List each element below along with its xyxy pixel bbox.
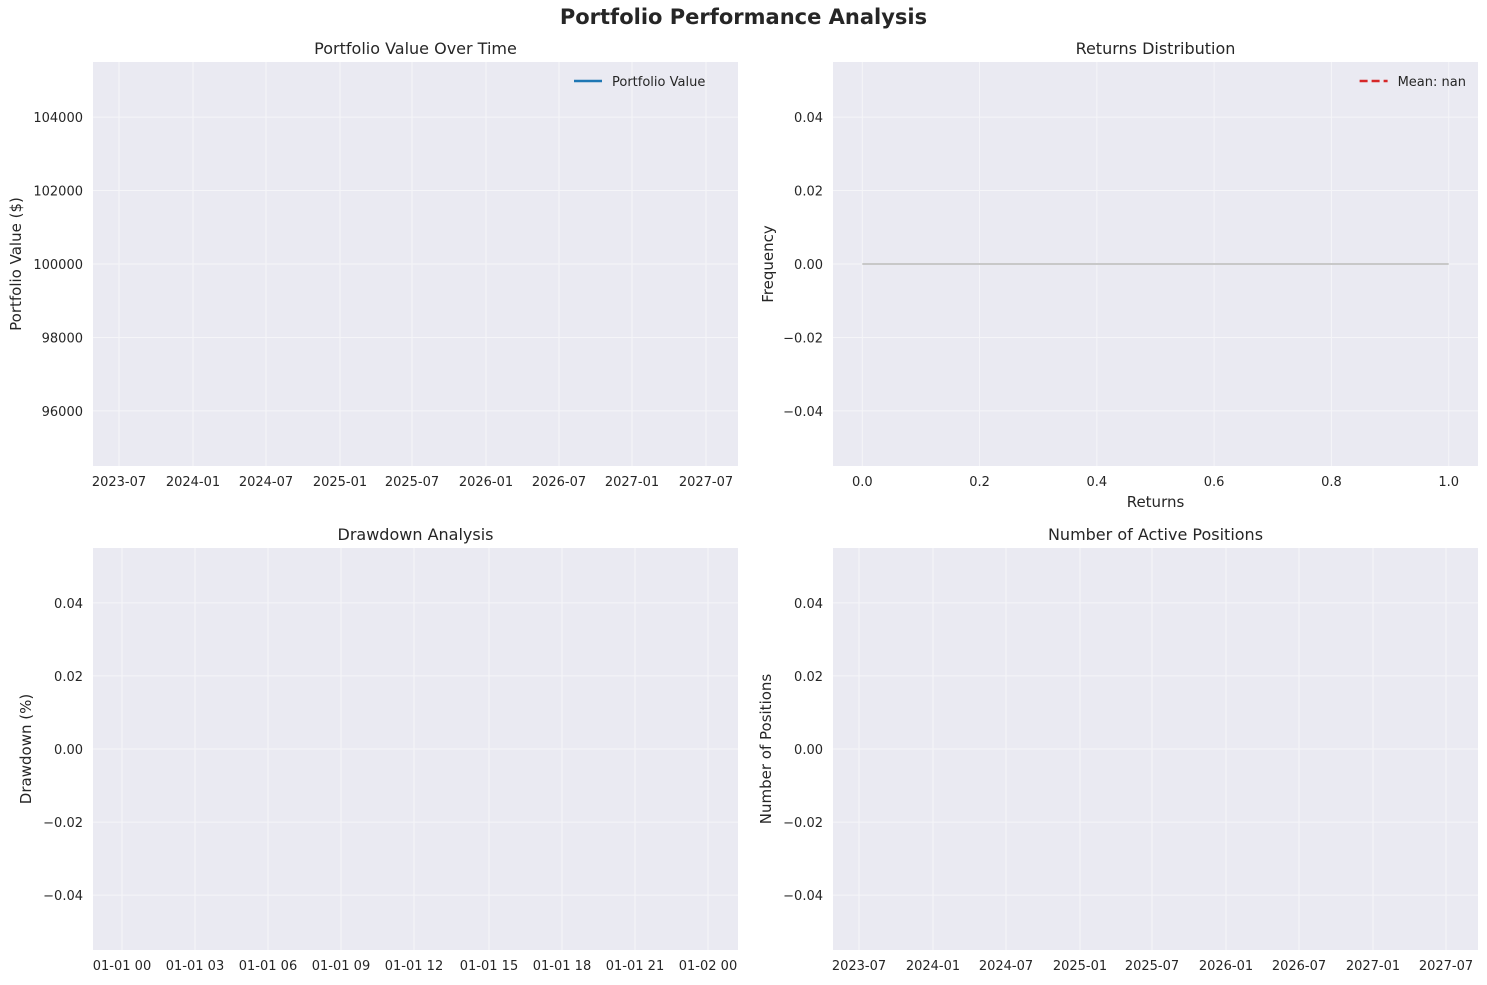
x-tick-label: 2025-07 <box>385 475 439 490</box>
x-tick-label: 01-01 12 <box>385 959 443 974</box>
x-tick-label: 01-01 18 <box>533 959 591 974</box>
x-tick-label: 2024-01 <box>166 475 220 490</box>
y-tick-label: 0.02 <box>794 185 823 200</box>
x-tick-label: 2026-07 <box>532 475 586 490</box>
drawdown-axes: Drawdown Analysis 0.04 0.02 0.00 −0.02 −0.04 0… <box>17 525 738 974</box>
y-tick-label: 0.02 <box>794 670 823 685</box>
x-tick-label: 01-01 03 <box>166 959 224 974</box>
y-tick-label: −0.02 <box>783 816 823 831</box>
y-tick-label: 0.04 <box>54 597 83 612</box>
x-tick-label: 01-01 15 <box>460 959 518 974</box>
y-tick-label: 96000 <box>42 405 83 420</box>
y-axis-label: Frequency <box>759 225 777 303</box>
y-tick-label: −0.04 <box>783 405 823 420</box>
y-tick-label: 0.04 <box>794 111 823 126</box>
returns-distribution-axes: Returns Distribution 0.04 0.02 0.00 −0.02 −0.… <box>759 39 1478 511</box>
x-tick-label: 2024-01 <box>906 959 960 974</box>
x-tick-label: 01-01 21 <box>606 959 664 974</box>
x-tick-label: 2024-07 <box>979 959 1033 974</box>
y-tick-label: 104000 <box>33 111 83 126</box>
x-tick-label: 2027-07 <box>1419 959 1473 974</box>
legend-label: Mean: nan <box>1398 75 1466 90</box>
x-tick-label: 2026-01 <box>1199 959 1253 974</box>
y-tick-label: 0.00 <box>794 743 823 758</box>
y-tick-label: 0.02 <box>54 670 83 685</box>
x-tick-label: 2025-07 <box>1125 959 1179 974</box>
x-tick-label: 0.4 <box>1087 475 1108 490</box>
x-tick-label: 01-01 09 <box>312 959 370 974</box>
x-tick-label: 01-02 00 <box>679 959 737 974</box>
x-tick-label: 1.0 <box>1438 475 1459 490</box>
y-tick-label: −0.04 <box>783 889 823 904</box>
y-tick-label: 98000 <box>42 331 83 346</box>
x-axis-label: Returns <box>1127 493 1185 511</box>
figure-title: Portfolio Performance Analysis <box>559 5 928 29</box>
x-tick-label: 0.2 <box>969 475 990 490</box>
chart-title: Number of Active Positions <box>1048 525 1263 544</box>
x-tick-label: 2026-01 <box>459 475 513 490</box>
y-axis-label: Drawdown (%) <box>17 694 35 804</box>
x-tick-label: 0.0 <box>852 475 873 490</box>
legend: Portfolio Value <box>574 75 705 90</box>
y-axis-label: Portfolio Value ($) <box>7 197 25 331</box>
y-tick-label: 0.04 <box>794 597 823 612</box>
active-positions-axes: Number of Active Positions 0.04 0.02 0.00 −0… <box>757 525 1478 974</box>
legend: Mean: nan <box>1359 75 1466 90</box>
y-tick-label: 0.00 <box>794 258 823 273</box>
x-tick-label: 2026-07 <box>1272 959 1326 974</box>
x-tick-label: 01-01 00 <box>93 959 151 974</box>
y-tick-label: −0.04 <box>43 889 83 904</box>
x-tick-label: 2027-01 <box>605 475 659 490</box>
chart-title: Portfolio Value Over Time <box>314 39 517 58</box>
y-tick-label: 0.00 <box>54 743 83 758</box>
y-tick-label: −0.02 <box>43 816 83 831</box>
x-tick-label: 2027-01 <box>1346 959 1400 974</box>
y-tick-label: 102000 <box>33 185 83 200</box>
x-tick-label: 2025-01 <box>313 475 367 490</box>
y-tick-label: −0.02 <box>783 331 823 346</box>
x-tick-label: 2023-07 <box>832 959 886 974</box>
x-tick-label: 0.8 <box>1321 475 1342 490</box>
x-tick-label: 01-01 06 <box>239 959 297 974</box>
x-tick-label: 0.6 <box>1204 475 1225 490</box>
chart-title: Returns Distribution <box>1076 39 1236 58</box>
x-tick-label: 2025-01 <box>1053 959 1107 974</box>
x-tick-label: 2027-07 <box>679 475 733 490</box>
x-tick-label: 2023-07 <box>92 475 146 490</box>
y-axis-label: Number of Positions <box>757 674 775 825</box>
chart-title: Drawdown Analysis <box>338 525 494 544</box>
y-tick-label: 100000 <box>33 258 83 273</box>
legend-label: Portfolio Value <box>612 75 705 90</box>
portfolio-value-axes: Portfolio Value Over Time 96000 98000 10000… <box>7 39 738 490</box>
x-tick-label: 2024-07 <box>239 475 293 490</box>
